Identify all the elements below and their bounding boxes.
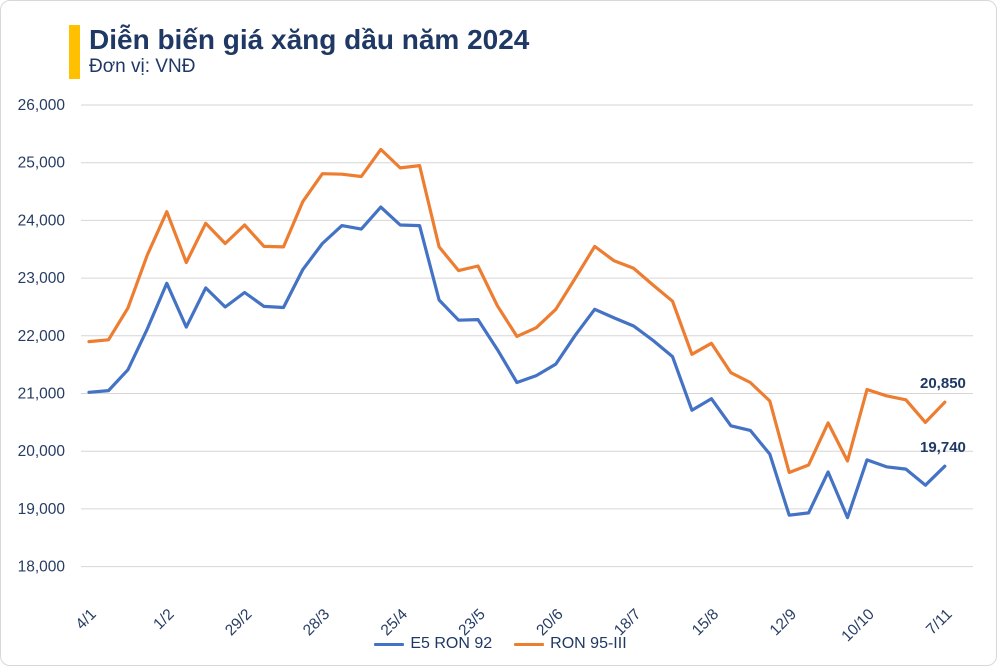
y-tick-label: 18,000 (18, 559, 66, 576)
y-tick-label: 22,000 (18, 328, 66, 345)
y-tick-label: 25,000 (18, 155, 66, 172)
title-block: Diễn biến giá xăng dầu năm 2024 Đơn vị: … (89, 25, 529, 79)
x-tick-label: 7/11 (923, 606, 956, 639)
y-tick-label: 24,000 (18, 212, 66, 229)
legend-item-e5: E5 RON 92 (374, 635, 492, 653)
accent-bar (69, 25, 80, 79)
y-tick-label: 20,000 (18, 443, 66, 460)
y-tick-label: 23,000 (18, 270, 66, 287)
series-line-e5-ron-92 (87, 205, 947, 520)
ron95-line-swatch (514, 642, 545, 646)
y-tick-label: 19,000 (18, 501, 66, 518)
x-tick-label: 1/2 (150, 606, 177, 633)
x-tick-label: 4/1 (73, 606, 100, 633)
chart-header: Diễn biến giá xăng dầu năm 2024 Đơn vị: … (69, 25, 529, 79)
legend-item-ron95: RON 95-III (514, 635, 627, 653)
chart-unit-label: Đơn vị: VNĐ (89, 56, 196, 77)
chart-title: Diễn biến giá xăng dầu năm 2024 (89, 24, 530, 55)
legend-label-e5: E5 RON 92 (410, 635, 493, 652)
chart-legend: E5 RON 92 RON 95-III (1, 635, 996, 653)
e5-line-swatch (374, 642, 405, 646)
end-value-label-ron95: 20,850 (920, 375, 966, 392)
y-tick-label: 21,000 (18, 386, 66, 403)
legend-label-ron95: RON 95-III (550, 635, 627, 652)
y-tick-label: 26,000 (18, 97, 66, 114)
end-value-label-e5: 19,740 (920, 439, 966, 456)
series-line-ron-95-iii (87, 147, 947, 475)
